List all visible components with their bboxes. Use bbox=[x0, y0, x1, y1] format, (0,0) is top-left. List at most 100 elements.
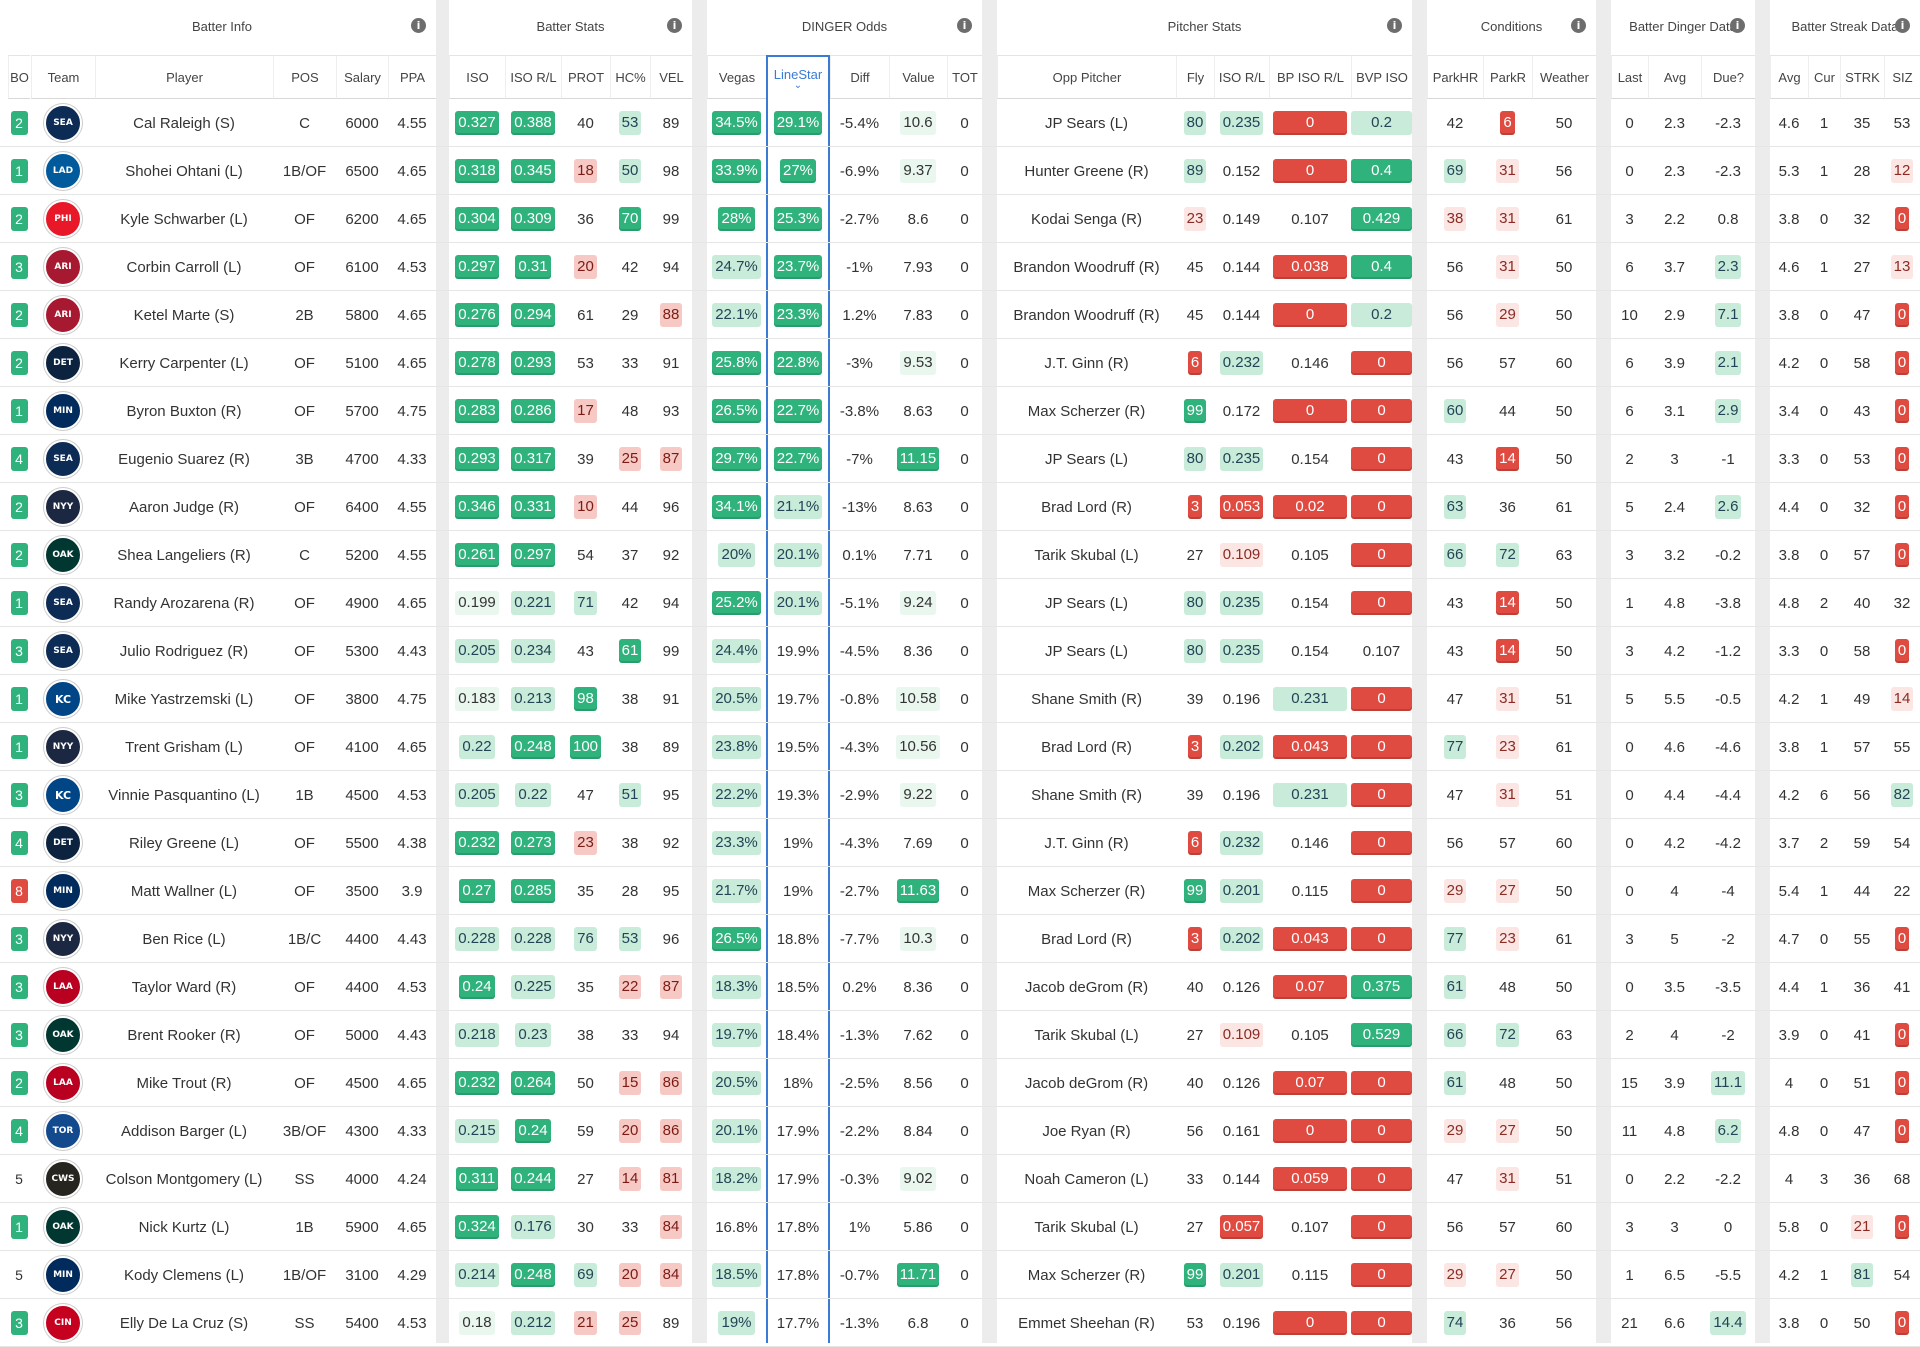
table-row[interactable]: 8 MIN Matt Wallner (L) OF 3500 3.9 0.27 0.285 35… bbox=[0, 867, 1920, 915]
info-icon[interactable]: i bbox=[957, 18, 972, 33]
column-header-vegas[interactable]: Vegas bbox=[707, 55, 766, 99]
table-row[interactable]: 1 LAD Shohei Ohtani (L) 1B/OF 6500 4.65 0.318 0… bbox=[0, 147, 1920, 195]
info-icon[interactable]: i bbox=[1571, 18, 1586, 33]
column-header-isorl[interactable]: ISO R/L bbox=[505, 55, 561, 99]
cell-opp[interactable]: JP Sears (L) bbox=[997, 627, 1176, 675]
cell-player[interactable]: Corbin Carroll (L) bbox=[95, 243, 273, 291]
cell-player[interactable]: Vinnie Pasquantino (L) bbox=[95, 771, 273, 819]
column-header-bo[interactable]: BO bbox=[8, 55, 30, 99]
table-row[interactable]: 4 SEA Eugenio Suarez (R) 3B 4700 4.33 0.293 0.3… bbox=[0, 435, 1920, 483]
table-row[interactable]: 1 KC Mike Yastrzemski (L) OF 3800 4.75 0.183 0.… bbox=[0, 675, 1920, 723]
cell-opp[interactable]: JP Sears (L) bbox=[997, 435, 1176, 483]
table-row[interactable]: 5 CWS Colson Montgomery (L) SS 4000 4.24 0.311… bbox=[0, 1155, 1920, 1203]
column-header-ppa[interactable]: PPA bbox=[388, 55, 436, 99]
cell-opp[interactable]: Brad Lord (R) bbox=[997, 483, 1176, 531]
column-header-value[interactable]: Value bbox=[889, 55, 947, 99]
table-row[interactable]: 4 DET Riley Greene (L) OF 5500 4.38 0.232 0.273… bbox=[0, 819, 1920, 867]
cell-player[interactable]: Nick Kurtz (L) bbox=[95, 1203, 273, 1251]
cell-opp[interactable]: Kodai Senga (R) bbox=[997, 195, 1176, 243]
column-header-team[interactable]: Team bbox=[31, 55, 95, 99]
cell-opp[interactable]: Brandon Woodruff (R) bbox=[997, 291, 1176, 339]
table-row[interactable]: 2 NYY Aaron Judge (R) OF 6400 4.55 0.346 0.331 1… bbox=[0, 483, 1920, 531]
cell-opp[interactable]: Tarik Skubal (L) bbox=[997, 1203, 1176, 1251]
cell-opp[interactable]: Brad Lord (R) bbox=[997, 915, 1176, 963]
cell-player[interactable]: Eugenio Suarez (R) bbox=[95, 435, 273, 483]
cell-player[interactable]: Matt Wallner (L) bbox=[95, 867, 273, 915]
table-row[interactable]: 2 ARI Ketel Marte (S) 2B 5800 4.65 0.276 0.294 6… bbox=[0, 291, 1920, 339]
table-row[interactable]: 1 NYY Trent Grisham (L) OF 4100 4.65 0.22 0.248… bbox=[0, 723, 1920, 771]
column-header-hc[interactable]: HC% bbox=[610, 55, 650, 99]
cell-opp[interactable]: Tarik Skubal (L) bbox=[997, 531, 1176, 579]
cell-player[interactable]: Cal Raleigh (S) bbox=[95, 99, 273, 147]
column-header-cur[interactable]: Cur bbox=[1808, 55, 1840, 99]
cell-opp[interactable]: Noah Cameron (L) bbox=[997, 1155, 1176, 1203]
column-header-iso[interactable]: ISO bbox=[449, 55, 505, 99]
cell-player[interactable]: Riley Greene (L) bbox=[95, 819, 273, 867]
table-row[interactable]: 2 OAK Shea Langeliers (R) C 5200 4.55 0.261 0.2… bbox=[0, 531, 1920, 579]
column-header-parkhr[interactable]: ParkHR bbox=[1427, 55, 1483, 99]
cell-opp[interactable]: Brandon Woodruff (R) bbox=[997, 243, 1176, 291]
cell-opp[interactable]: J.T. Ginn (R) bbox=[997, 339, 1176, 387]
column-header-weather[interactable]: Weather bbox=[1532, 55, 1596, 99]
table-row[interactable]: 3 CIN Elly De La Cruz (S) SS 5400 4.53 0.18 0.2… bbox=[0, 1299, 1920, 1347]
cell-opp[interactable]: Tarik Skubal (L) bbox=[997, 1011, 1176, 1059]
table-row[interactable]: 1 OAK Nick Kurtz (L) 1B 5900 4.65 0.324 0.176 30… bbox=[0, 1203, 1920, 1251]
table-row[interactable]: 1 SEA Randy Arozarena (R) OF 4900 4.65 0.199 0.… bbox=[0, 579, 1920, 627]
table-row[interactable]: 2 DET Kerry Carpenter (L) OF 5100 4.65 0.278 0.… bbox=[0, 339, 1920, 387]
info-icon[interactable]: i bbox=[1730, 18, 1745, 33]
cell-player[interactable]: Brent Rooker (R) bbox=[95, 1011, 273, 1059]
cell-opp[interactable]: Max Scherzer (R) bbox=[997, 1251, 1176, 1299]
info-icon[interactable]: i bbox=[411, 18, 426, 33]
table-row[interactable]: 3 KC Vinnie Pasquantino (L) 1B 4500 4.53 0.205… bbox=[0, 771, 1920, 819]
table-row[interactable]: 2 LAA Mike Trout (R) OF 4500 4.65 0.232 0.264 50… bbox=[0, 1059, 1920, 1107]
column-header-diff[interactable]: Diff bbox=[830, 55, 889, 99]
cell-player[interactable]: Mike Trout (R) bbox=[95, 1059, 273, 1107]
table-row[interactable]: 3 LAA Taylor Ward (R) OF 4400 4.53 0.24 0.225 35… bbox=[0, 963, 1920, 1011]
column-header-strk[interactable]: STRK bbox=[1840, 55, 1884, 99]
cell-opp[interactable]: JP Sears (L) bbox=[997, 99, 1176, 147]
cell-player[interactable]: Colson Montgomery (L) bbox=[95, 1155, 273, 1203]
column-header-vel[interactable]: VEL bbox=[650, 55, 692, 99]
cell-player[interactable]: Ketel Marte (S) bbox=[95, 291, 273, 339]
column-header-player[interactable]: Player bbox=[95, 55, 273, 99]
cell-player[interactable]: Mike Yastrzemski (L) bbox=[95, 675, 273, 723]
cell-player[interactable]: Aaron Judge (R) bbox=[95, 483, 273, 531]
column-header-bvpiso[interactable]: BVP ISO bbox=[1351, 55, 1412, 99]
cell-opp[interactable]: Shane Smith (R) bbox=[997, 675, 1176, 723]
cell-player[interactable]: Julio Rodriguez (R) bbox=[95, 627, 273, 675]
column-header-savg[interactable]: Avg bbox=[1770, 55, 1808, 99]
cell-player[interactable]: Shohei Ohtani (L) bbox=[95, 147, 273, 195]
column-header-pos[interactable]: POS bbox=[273, 55, 336, 99]
column-header-opp[interactable]: Opp Pitcher bbox=[997, 55, 1176, 99]
table-row[interactable]: 2 PHI Kyle Schwarber (L) OF 6200 4.65 0.304 0.3… bbox=[0, 195, 1920, 243]
column-header-siz[interactable]: SIZ bbox=[1884, 55, 1920, 99]
cell-player[interactable]: Shea Langeliers (R) bbox=[95, 531, 273, 579]
column-header-fly[interactable]: Fly bbox=[1176, 55, 1214, 99]
table-row[interactable]: 2 SEA Cal Raleigh (S) C 6000 4.55 0.327 0.388 40… bbox=[0, 99, 1920, 147]
column-header-due[interactable]: Due? bbox=[1701, 55, 1755, 99]
table-row[interactable]: 5 MIN Kody Clemens (L) 1B/OF 3100 4.29 0.214 0.… bbox=[0, 1251, 1920, 1299]
column-header-avg[interactable]: Avg bbox=[1648, 55, 1701, 99]
info-icon[interactable]: i bbox=[1387, 18, 1402, 33]
cell-opp[interactable]: Emmet Sheehan (R) bbox=[997, 1299, 1176, 1347]
cell-player[interactable]: Addison Barger (L) bbox=[95, 1107, 273, 1155]
cell-opp[interactable]: Max Scherzer (R) bbox=[997, 387, 1176, 435]
cell-opp[interactable]: Max Scherzer (R) bbox=[997, 867, 1176, 915]
cell-player[interactable]: Byron Buxton (R) bbox=[95, 387, 273, 435]
table-row[interactable]: 4 TOR Addison Barger (L) 3B/OF 4300 4.33 0.215… bbox=[0, 1107, 1920, 1155]
cell-player[interactable]: Taylor Ward (R) bbox=[95, 963, 273, 1011]
column-header-bpiso[interactable]: BP ISO R/L bbox=[1269, 55, 1351, 99]
cell-player[interactable]: Kyle Schwarber (L) bbox=[95, 195, 273, 243]
column-header-pisorl[interactable]: ISO R/L bbox=[1214, 55, 1269, 99]
cell-opp[interactable]: Shane Smith (R) bbox=[997, 771, 1176, 819]
cell-opp[interactable]: Jacob deGrom (R) bbox=[997, 1059, 1176, 1107]
cell-player[interactable]: Ben Rice (L) bbox=[95, 915, 273, 963]
table-row[interactable]: 3 NYY Ben Rice (L) 1B/C 4400 4.43 0.228 0.228 76… bbox=[0, 915, 1920, 963]
info-icon[interactable]: i bbox=[1895, 18, 1910, 33]
cell-opp[interactable]: Brad Lord (R) bbox=[997, 723, 1176, 771]
cell-player[interactable]: Elly De La Cruz (S) bbox=[95, 1299, 273, 1347]
column-header-tot[interactable]: TOT bbox=[947, 55, 982, 99]
column-header-prot[interactable]: PROT bbox=[561, 55, 610, 99]
cell-player[interactable]: Kody Clemens (L) bbox=[95, 1251, 273, 1299]
table-row[interactable]: 3 OAK Brent Rooker (R) OF 5000 4.43 0.218 0.23 3… bbox=[0, 1011, 1920, 1059]
